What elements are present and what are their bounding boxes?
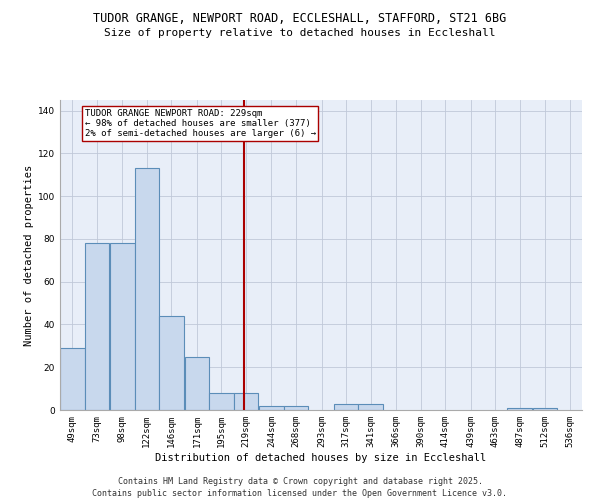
- Bar: [358, 404, 383, 410]
- Bar: [60, 348, 85, 410]
- Bar: [185, 356, 209, 410]
- Text: Size of property relative to detached houses in Eccleshall: Size of property relative to detached ho…: [104, 28, 496, 38]
- Bar: [110, 243, 134, 410]
- X-axis label: Distribution of detached houses by size in Eccleshall: Distribution of detached houses by size …: [155, 452, 487, 462]
- Bar: [334, 404, 358, 410]
- Text: Contains HM Land Registry data © Crown copyright and database right 2025.
Contai: Contains HM Land Registry data © Crown c…: [92, 476, 508, 498]
- Bar: [284, 406, 308, 410]
- Bar: [134, 168, 159, 410]
- Bar: [209, 393, 233, 410]
- Text: TUDOR GRANGE NEWPORT ROAD: 229sqm
← 98% of detached houses are smaller (377)
2% : TUDOR GRANGE NEWPORT ROAD: 229sqm ← 98% …: [85, 108, 316, 138]
- Bar: [259, 406, 284, 410]
- Bar: [508, 408, 532, 410]
- Bar: [85, 243, 109, 410]
- Text: TUDOR GRANGE, NEWPORT ROAD, ECCLESHALL, STAFFORD, ST21 6BG: TUDOR GRANGE, NEWPORT ROAD, ECCLESHALL, …: [94, 12, 506, 26]
- Bar: [159, 316, 184, 410]
- Bar: [533, 408, 557, 410]
- Bar: [233, 393, 258, 410]
- Y-axis label: Number of detached properties: Number of detached properties: [24, 164, 34, 346]
